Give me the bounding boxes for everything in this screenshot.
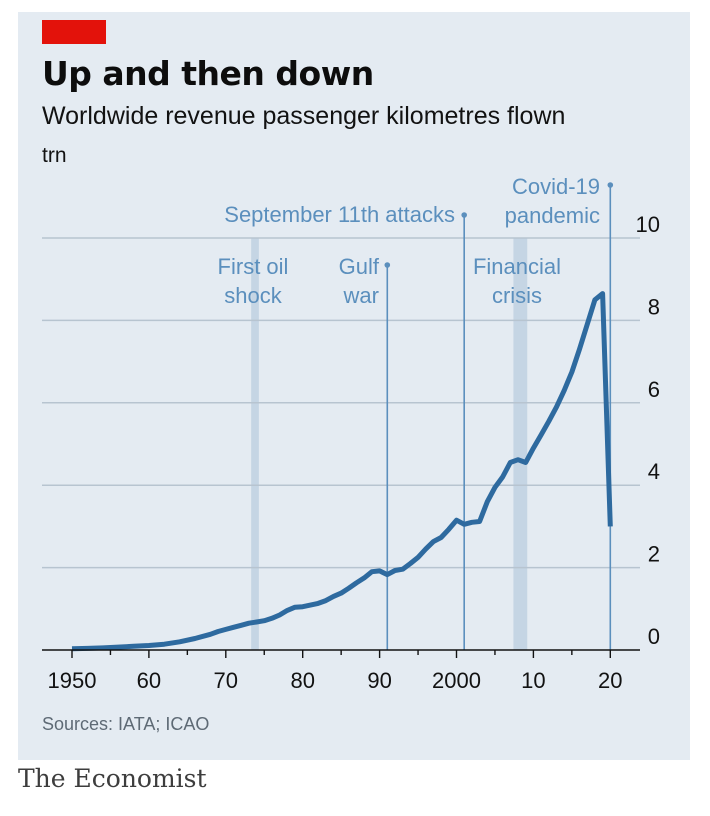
brand-red-tag bbox=[42, 20, 106, 44]
event-label: pandemic bbox=[505, 203, 600, 228]
event-lines bbox=[384, 182, 614, 650]
event-label: First oil bbox=[218, 254, 289, 279]
event-bands bbox=[251, 238, 528, 650]
event-marker bbox=[607, 182, 614, 188]
x-tick-labels: 1950 60 70 80 90 2000 10 20 bbox=[48, 668, 623, 693]
x-tick-label: 10 bbox=[521, 668, 545, 693]
x-tick-label: 70 bbox=[214, 668, 238, 693]
x-tick-label: 60 bbox=[137, 668, 161, 693]
y-tick-label: 2 bbox=[648, 542, 660, 567]
y-tick-labels: 0 2 4 6 8 10 bbox=[636, 212, 660, 649]
chart-subtitle: Worldwide revenue passenger kilometres f… bbox=[42, 102, 566, 130]
event-label: September 11th attacks bbox=[224, 202, 455, 227]
series-line bbox=[71, 291, 613, 652]
x-tick-label: 90 bbox=[367, 668, 391, 693]
x-tick-label: 1950 bbox=[48, 668, 97, 693]
unit-label: trn bbox=[42, 144, 67, 167]
event-label: crisis bbox=[492, 283, 542, 308]
event-marker bbox=[461, 212, 467, 218]
event-label: Gulf bbox=[339, 254, 380, 279]
economist-logo-text: The Economist bbox=[18, 764, 207, 793]
x-tick-label: 80 bbox=[290, 668, 314, 693]
y-tick-label: 6 bbox=[648, 377, 660, 402]
source-note: Sources: IATA; ICAO bbox=[42, 714, 210, 734]
series-layer bbox=[71, 291, 613, 652]
y-tick-label: 8 bbox=[648, 294, 660, 319]
event-label: shock bbox=[224, 283, 282, 308]
chart-card bbox=[18, 12, 690, 760]
event-label: Financial bbox=[473, 254, 561, 279]
event-label: Covid-19 bbox=[512, 174, 600, 199]
event-band bbox=[513, 238, 528, 650]
event-band bbox=[251, 238, 259, 650]
x-axis bbox=[42, 649, 640, 658]
event-labels: First oil shock Gulf war September 11th atta… bbox=[218, 174, 600, 308]
x-tick-label: 20 bbox=[598, 668, 622, 693]
chart-title: Up and then down bbox=[42, 54, 374, 93]
gridlines bbox=[42, 237, 640, 569]
x-tick-label: 2000 bbox=[432, 668, 481, 693]
event-marker bbox=[384, 262, 391, 268]
y-tick-label: 0 bbox=[648, 624, 660, 649]
y-tick-label: 4 bbox=[648, 459, 660, 484]
event-label: war bbox=[343, 283, 379, 308]
y-tick-label: 10 bbox=[636, 212, 660, 237]
